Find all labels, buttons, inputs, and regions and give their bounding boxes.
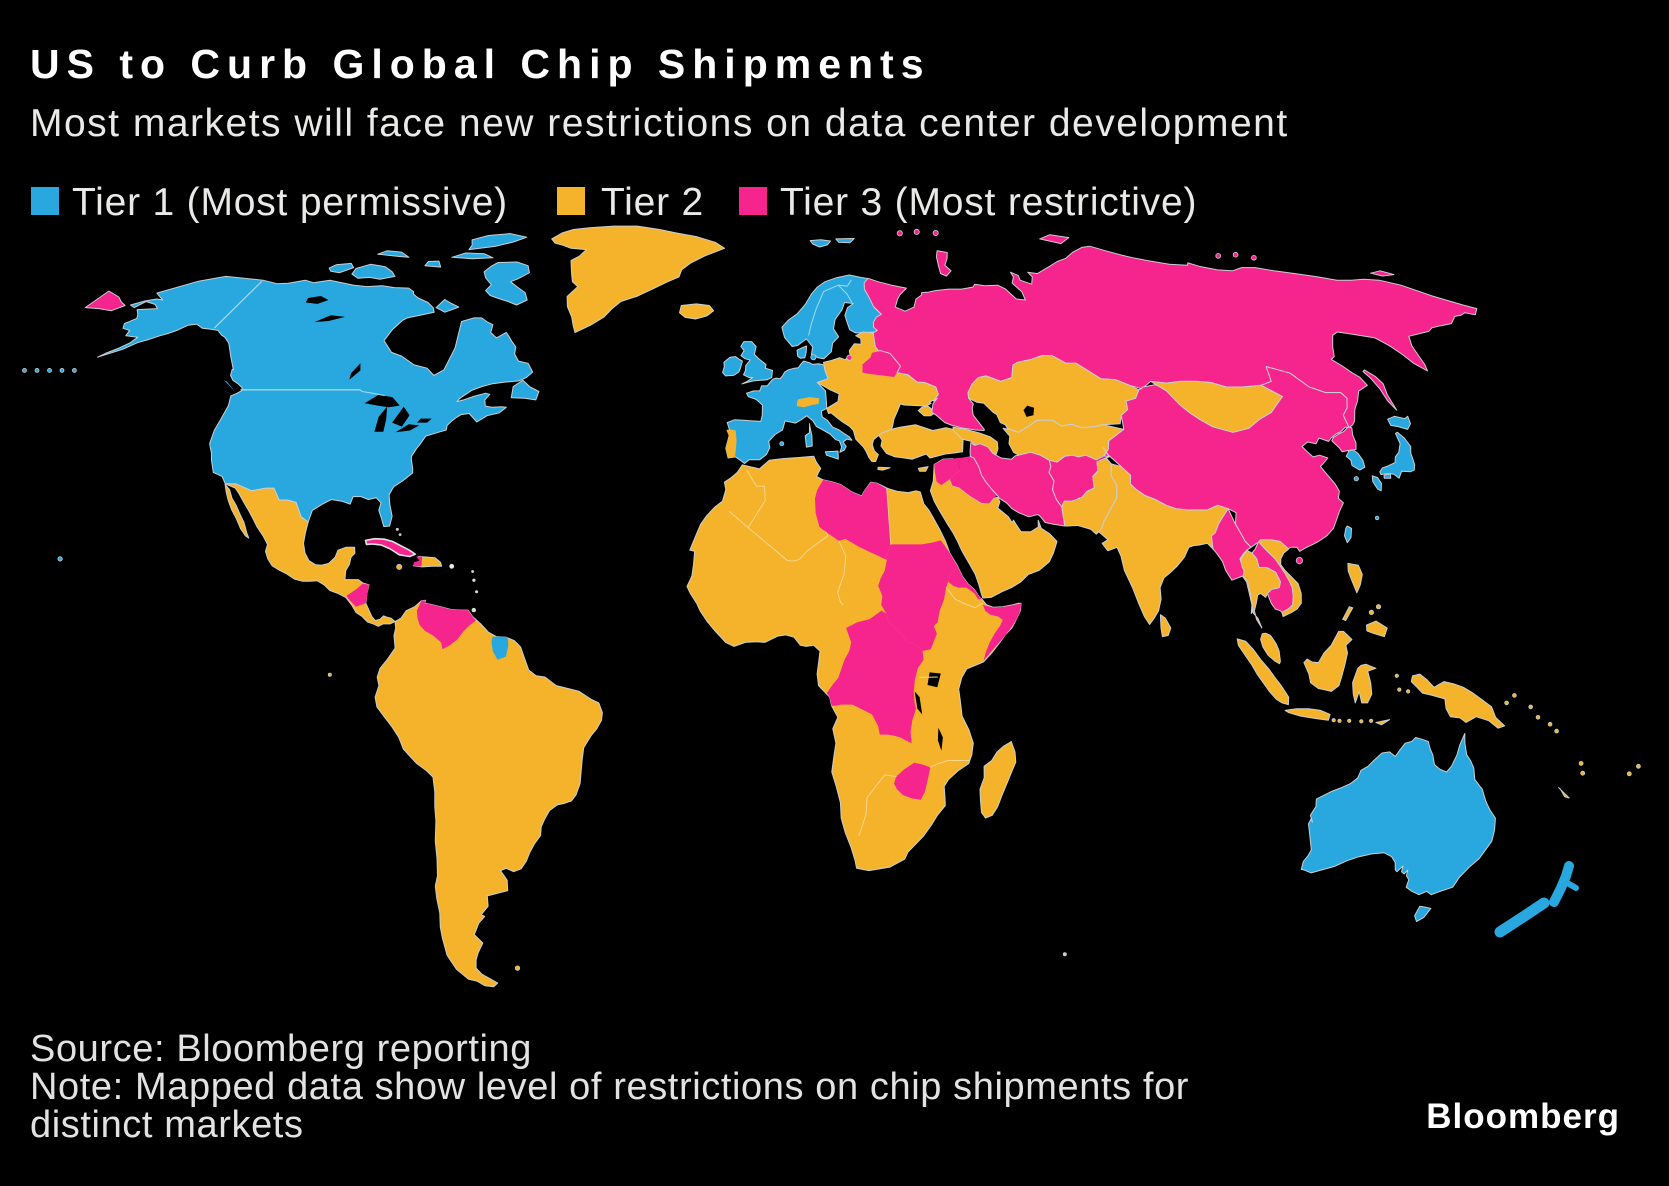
svg-text:distinct markets: distinct markets: [30, 1104, 304, 1146]
svg-text:Tier 1 (Most permissive): Tier 1 (Most permissive): [72, 181, 508, 224]
svg-text:Tier 3 (Most restrictive): Tier 3 (Most restrictive): [780, 181, 1197, 224]
svg-text:Bloomberg: Bloomberg: [1426, 1097, 1620, 1136]
svg-text:Source: Bloomberg reporting: Source: Bloomberg reporting: [30, 1028, 532, 1070]
svg-text:Tier 2: Tier 2: [601, 181, 704, 224]
svg-text:Note: Mapped data show level o: Note: Mapped data show level of restrict…: [30, 1066, 1189, 1108]
svg-text:Most markets will face new res: Most markets will face new restrictions …: [30, 102, 1289, 145]
svg-text:US to Curb Global Chip Shipmen: US to Curb Global Chip Shipments: [30, 41, 931, 87]
